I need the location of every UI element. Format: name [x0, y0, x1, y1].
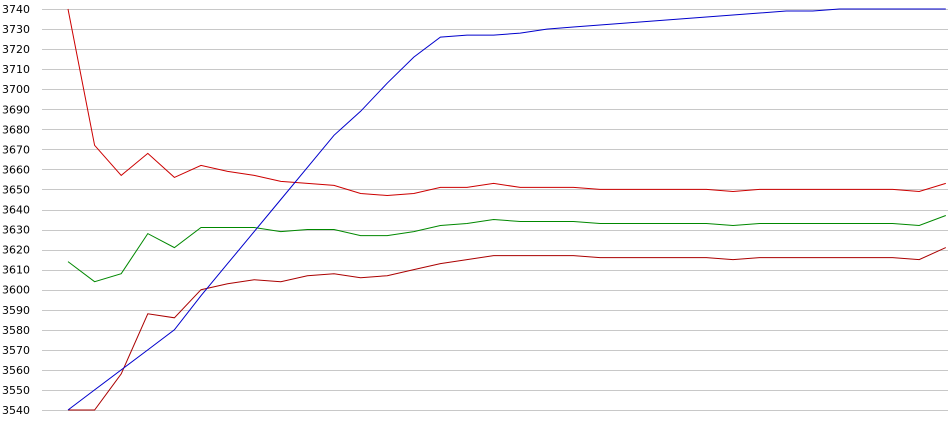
- y-tick-label: 3650: [2, 183, 30, 196]
- series-lines: [67, 8, 947, 411]
- y-tick-label: 3610: [2, 264, 30, 277]
- y-tick-label: 3640: [2, 204, 30, 217]
- y-tick-label: 3730: [2, 23, 30, 36]
- y-tick-label: 3570: [2, 344, 30, 357]
- series-line-3: [68, 247, 947, 411]
- y-tick-label: 3620: [2, 244, 30, 257]
- y-tick-label: 3660: [2, 163, 30, 176]
- series-line-4: [67, 8, 946, 411]
- y-tick-label: 3710: [2, 63, 30, 76]
- y-tick-label: 3670: [2, 143, 30, 156]
- y-tick-label: 3680: [2, 123, 30, 136]
- y-tick-label: 3630: [2, 224, 30, 237]
- y-tick-label: 3600: [2, 284, 30, 297]
- y-tick-label: 3700: [2, 83, 30, 96]
- y-tick-label: 3740: [2, 3, 30, 16]
- gridlines: [42, 9, 948, 411]
- y-tick-label: 3580: [2, 324, 30, 337]
- series-line-2: [67, 215, 946, 283]
- y-tick-label: 3550: [2, 384, 30, 397]
- y-tick-label: 3540: [2, 404, 30, 417]
- y-tick-label: 3690: [2, 103, 30, 116]
- series-line-1: [67, 8, 946, 197]
- y-axis-tick-labels: 3540 3550 3560 3570 3580 3590 3600 3610 3620 3630…: [2, 3, 30, 417]
- y-tick-label: 3560: [2, 364, 30, 377]
- y-tick-label: 3720: [2, 43, 30, 56]
- y-tick-label: 3590: [2, 304, 30, 317]
